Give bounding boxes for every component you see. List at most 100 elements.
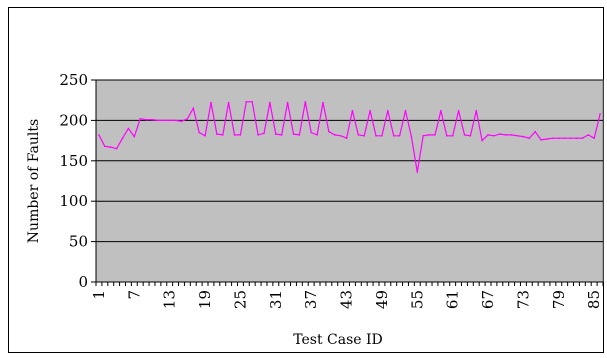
- data-point: [440, 109, 442, 112]
- data-point: [516, 135, 519, 137]
- data-point: [186, 118, 189, 120]
- data-point: [227, 101, 230, 104]
- data-point: [233, 134, 236, 136]
- data-point: [428, 134, 430, 136]
- data-point: [251, 101, 253, 103]
- data-point: [404, 109, 407, 112]
- data-point: [157, 119, 159, 122]
- y-tick-label: 0: [78, 273, 88, 291]
- data-point: [310, 131, 313, 134]
- data-point: [457, 109, 460, 112]
- x-axis-title: Test Case ID: [293, 332, 383, 348]
- data-point: [322, 101, 324, 104]
- x-tick-label: 37: [302, 290, 320, 309]
- data-point: [587, 134, 590, 136]
- data-point: [540, 139, 542, 141]
- x-tick-label: 79: [550, 290, 568, 309]
- data-point: [222, 134, 224, 136]
- data-point: [210, 101, 212, 104]
- data-point: [357, 134, 360, 136]
- y-axis-title: Number of Faults: [26, 119, 42, 243]
- x-tick-label: 19: [196, 290, 214, 309]
- data-point: [269, 101, 271, 104]
- data-point: [375, 135, 377, 137]
- data-point: [180, 120, 183, 122]
- data-point: [510, 134, 513, 136]
- data-point: [245, 101, 248, 103]
- data-point: [504, 134, 507, 136]
- data-point: [174, 119, 177, 122]
- data-point: [599, 113, 601, 115]
- data-point: [493, 135, 495, 137]
- data-point: [381, 135, 383, 137]
- data-point: [522, 135, 525, 138]
- data-point: [127, 127, 130, 130]
- data-point: [139, 118, 141, 120]
- x-tick-label: 31: [267, 290, 285, 309]
- data-point: [216, 133, 218, 135]
- data-point: [168, 119, 171, 122]
- y-tick-label: 250: [59, 71, 88, 89]
- data-point: [481, 139, 483, 142]
- data-point: [263, 132, 265, 135]
- data-point: [351, 109, 354, 112]
- data-point: [422, 135, 425, 137]
- data-point: [387, 109, 389, 112]
- data-point: [198, 131, 200, 134]
- x-tick-label: 67: [479, 290, 497, 309]
- data-point: [280, 134, 283, 136]
- data-point: [115, 147, 118, 150]
- data-point: [416, 171, 419, 173]
- series-line: [98, 101, 601, 173]
- x-tick-label: 61: [444, 290, 462, 309]
- y-tick-label: 100: [59, 192, 88, 210]
- data-point: [528, 137, 531, 139]
- data-point: [316, 134, 318, 136]
- data-point: [109, 146, 112, 148]
- data-point: [575, 137, 578, 139]
- x-tick-label: 73: [514, 290, 532, 309]
- data-point: [434, 134, 436, 136]
- data-point: [392, 135, 395, 137]
- data-point: [121, 137, 124, 139]
- data-point: [410, 135, 413, 138]
- data-point: [328, 130, 330, 133]
- y-tick-label: 150: [59, 152, 88, 170]
- data-point: [487, 134, 489, 136]
- data-point: [569, 137, 572, 139]
- data-point: [133, 135, 136, 138]
- data-point: [275, 133, 277, 135]
- y-tick-label: 50: [69, 233, 88, 251]
- data-point: [257, 134, 259, 136]
- data-point: [192, 107, 195, 110]
- data-point: [593, 137, 595, 139]
- x-tick-label: 1: [90, 290, 108, 300]
- data-point: [298, 134, 301, 136]
- data-point: [369, 109, 371, 112]
- data-point: [145, 118, 147, 121]
- data-point: [239, 134, 242, 136]
- data-point: [104, 145, 106, 148]
- data-point: [334, 134, 336, 136]
- data-point: [446, 135, 448, 137]
- x-tick-label: 49: [373, 290, 391, 309]
- data-point: [363, 135, 366, 137]
- data-point: [558, 137, 560, 139]
- x-tick-label: 25: [231, 290, 249, 309]
- data-point: [546, 138, 548, 140]
- data-point: [286, 101, 289, 104]
- data-point: [151, 118, 153, 121]
- data-point: [534, 130, 536, 133]
- data-point: [469, 135, 472, 137]
- data-point: [475, 109, 478, 112]
- data-point: [552, 137, 554, 139]
- x-tick-label: 43: [338, 290, 356, 309]
- data-point: [292, 133, 295, 135]
- data-point: [339, 135, 342, 137]
- data-point: [499, 133, 501, 135]
- x-tick-label: 85: [585, 290, 603, 309]
- data-point: [163, 119, 165, 122]
- y-tick-label: 200: [59, 111, 88, 129]
- x-tick-label: 55: [408, 290, 426, 309]
